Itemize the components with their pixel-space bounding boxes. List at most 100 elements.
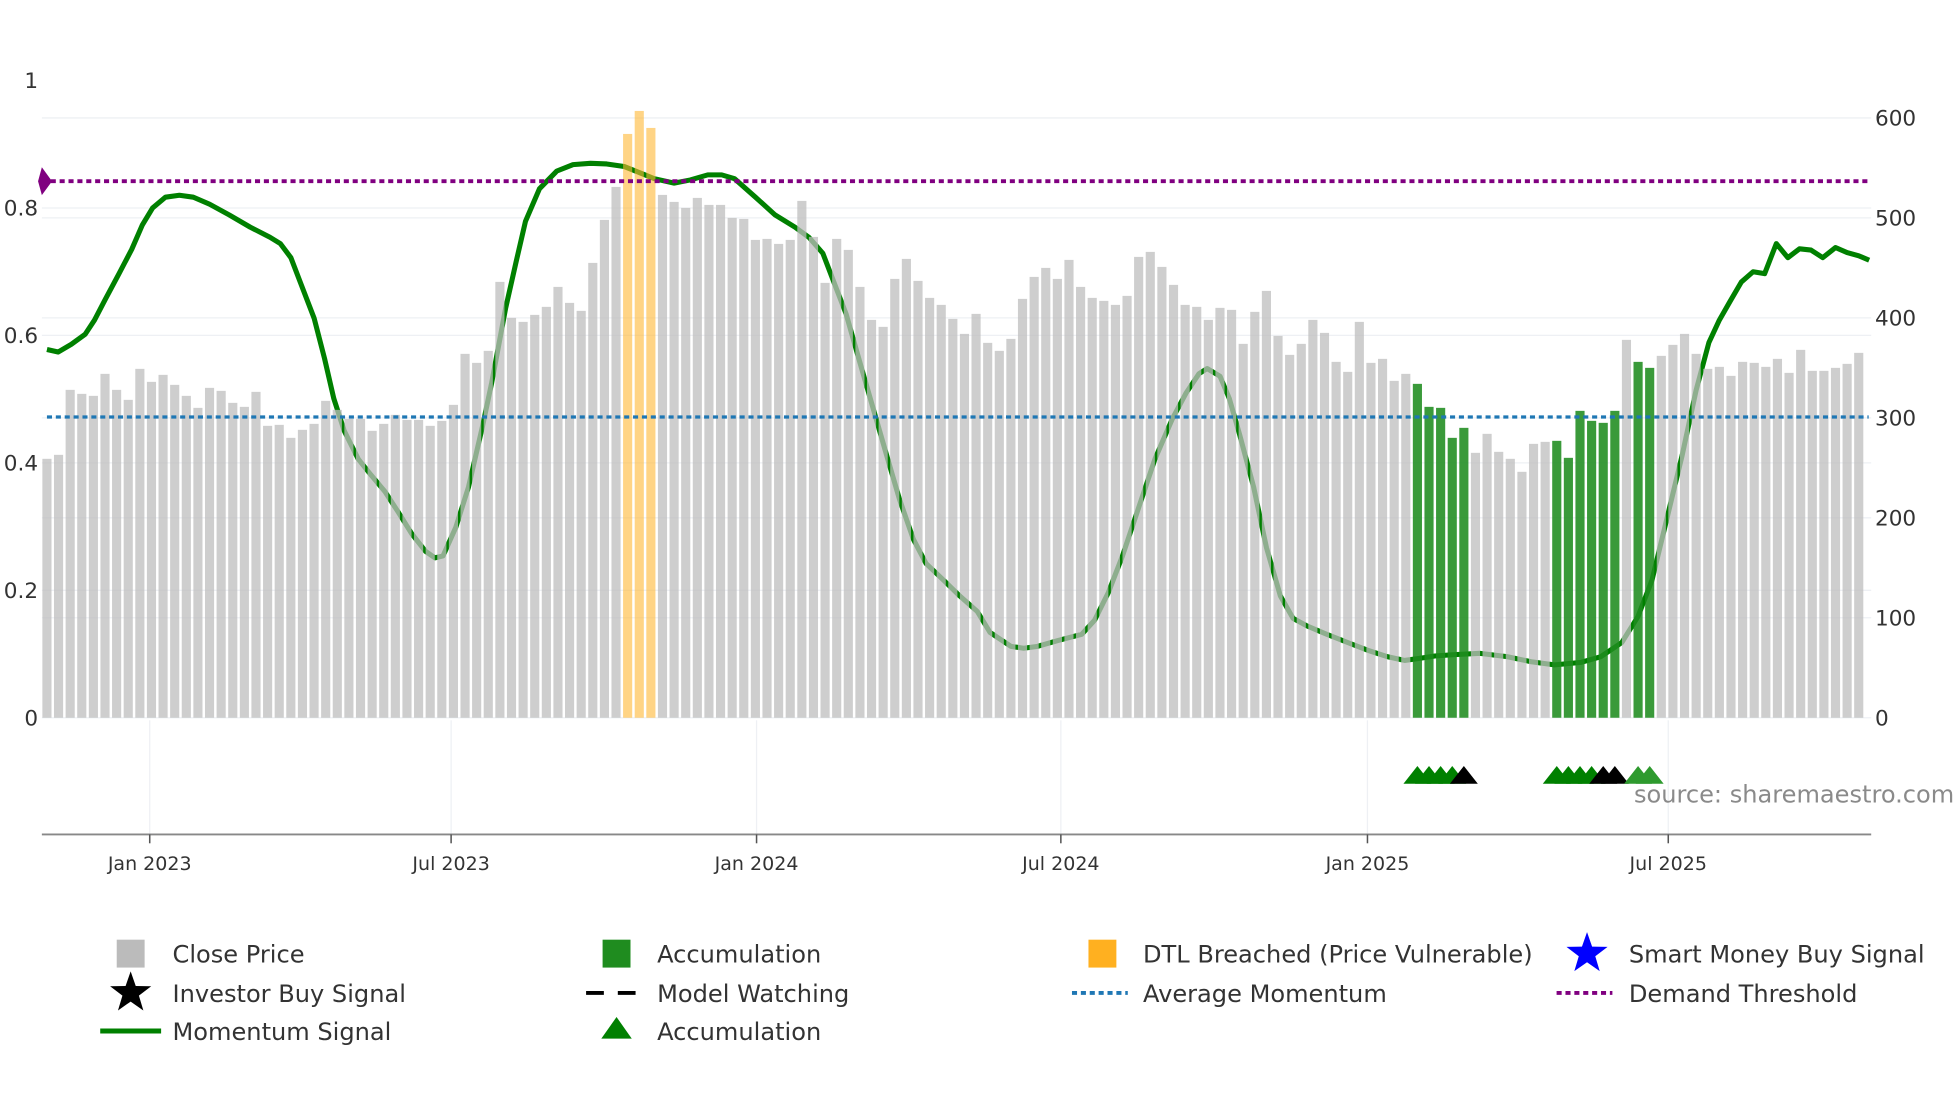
right-axis-ticks: 0 100 200 300 400 500 600: [1875, 107, 1916, 732]
close-price-bar: [146, 381, 157, 718]
close-price-bar: [1192, 306, 1202, 718]
close-price-bar: [692, 197, 702, 718]
dtl-breached-bar: [623, 133, 633, 718]
close-price-bar: [88, 395, 98, 718]
close-price-bar: [181, 395, 191, 718]
left-tick-label: 0.2: [4, 579, 38, 604]
close-price-bar: [1308, 319, 1318, 718]
close-price-bar: [739, 218, 749, 718]
close-price-bar: [901, 258, 911, 718]
close-price-bar: [1145, 251, 1155, 718]
close-price-bar: [1157, 266, 1167, 718]
close-price-bar: [1343, 371, 1353, 718]
close-price-bar: [1854, 352, 1864, 718]
close-price-bar: [994, 350, 1004, 718]
close-price-bar: [193, 407, 203, 718]
close-price-bar: [541, 306, 551, 718]
legend-label: Momentum Signal: [173, 1018, 392, 1046]
dtl-breached-bar: [634, 110, 644, 718]
close-price-bar: [855, 286, 865, 718]
close-price-bar: [750, 239, 760, 718]
close-price-bar: [379, 423, 389, 718]
close-price-bar: [297, 429, 308, 718]
left-tick-label: 0.6: [4, 324, 38, 349]
close-price-bar: [727, 217, 737, 718]
close-price-bar: [1366, 362, 1376, 718]
close-price-bar: [321, 400, 331, 718]
close-price-bar: [472, 362, 482, 718]
close-price-bar: [274, 424, 284, 718]
green-square-icon: [602, 939, 631, 968]
x-tick-label: Jul 2023: [411, 853, 489, 875]
legend-label: Accumulation: [657, 941, 821, 969]
close-price-bar: [355, 418, 366, 718]
close-price-bar: [123, 399, 133, 718]
close-price-bar: [1099, 300, 1109, 718]
close-price-bar: [1807, 370, 1817, 718]
accumulation-bar: [1447, 437, 1457, 718]
close-price-bar: [483, 350, 493, 718]
close-price-bar: [1331, 361, 1341, 718]
close-price-bar: [425, 425, 435, 718]
close-price-bar: [1738, 361, 1748, 718]
close-price-bar: [506, 317, 517, 718]
close-price-bar: [1087, 297, 1097, 718]
close-price-bar: [878, 326, 888, 718]
accumulation-bar: [1610, 410, 1620, 718]
close-price-bar: [843, 249, 853, 718]
accumulation-bar: [1552, 440, 1562, 718]
close-price-bar: [1517, 471, 1527, 718]
close-price-bar: [657, 194, 668, 718]
accumulation-bar: [1645, 367, 1655, 718]
legend-label: Smart Money Buy Signal: [1629, 941, 1925, 969]
right-tick-label: 600: [1875, 107, 1916, 132]
left-tick-label: 0: [24, 706, 38, 731]
close-price-bar: [1679, 333, 1690, 718]
close-price-bar: [1052, 278, 1062, 718]
close-price-bar: [1006, 338, 1016, 718]
close-price-bar: [251, 391, 261, 718]
close-price-bar: [866, 319, 877, 718]
close-price-bar: [1749, 362, 1759, 718]
close-price-bar: [1830, 367, 1841, 718]
blue-star-icon: [1566, 932, 1608, 972]
x-tick-label: Jul 2024: [1021, 853, 1099, 875]
close-price-bar: [1761, 366, 1771, 718]
signal-markers: [1403, 765, 1664, 784]
close-price-bar: [936, 304, 946, 718]
reference-lines: [38, 167, 1869, 419]
close-price-bar: [437, 420, 447, 718]
close-price-bar: [1203, 319, 1213, 718]
close-price-bar: [263, 425, 273, 718]
close-price-bar: [1110, 304, 1121, 718]
accumulation-bar: [1436, 407, 1446, 718]
close-price-bar: [1377, 358, 1388, 718]
close-price-bar: [948, 318, 958, 718]
accumulation-bar: [1459, 427, 1469, 718]
close-price-bar: [1168, 284, 1179, 718]
close-price-bar: [1505, 458, 1515, 718]
left-axis-ticks: 0 0.2 0.4 0.6 0.8 1: [4, 69, 38, 731]
close-price-bar: [971, 313, 981, 718]
legend-label: Close Price: [173, 941, 305, 969]
dtl-breached-bar: [646, 127, 656, 718]
close-price-bar: [669, 201, 679, 718]
close-price-bar: [1621, 339, 1632, 718]
close-price-bar: [309, 423, 319, 718]
close-price-bar: [42, 458, 52, 718]
legend-label: Average Momentum: [1143, 980, 1387, 1008]
close-price-bar: [158, 374, 168, 718]
close-price-bar: [1494, 451, 1504, 718]
close-price-bar: [1122, 295, 1132, 718]
close-price-bar: [1250, 311, 1260, 718]
close-price-bar: [588, 262, 598, 718]
close-price-bar: [1227, 309, 1237, 718]
close-price-bar: [332, 409, 342, 718]
close-price-bar: [1714, 366, 1724, 718]
right-tick-label: 200: [1875, 506, 1916, 531]
close-price-bar: [925, 297, 935, 718]
right-tick-label: 0: [1875, 706, 1889, 731]
close-price-bar: [1354, 321, 1364, 718]
close-price-bar: [1772, 358, 1783, 718]
close-price-bar: [402, 419, 412, 718]
